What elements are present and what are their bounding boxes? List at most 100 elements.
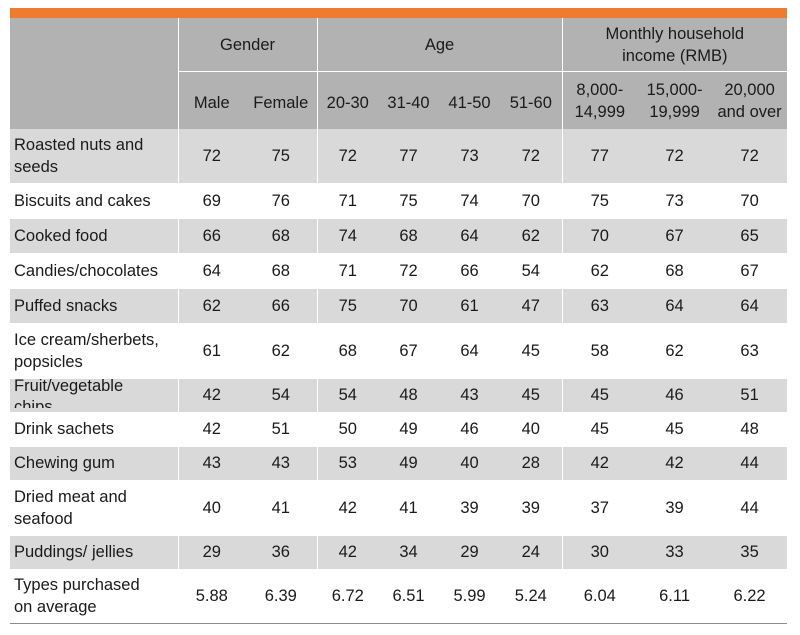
cell-value: 58 <box>562 323 638 379</box>
column-header: 20,000 and over <box>712 71 788 129</box>
cell-value: 54 <box>500 253 563 289</box>
table-row: Cooked food 66 68 74 68 64 62 70 67 65 <box>10 218 788 254</box>
column-header: Female <box>245 71 318 129</box>
cell-value: 6.04 <box>562 569 638 624</box>
cell-value: 77 <box>378 129 440 184</box>
cell-value: 67 <box>712 253 788 289</box>
table-row: Biscuits and cakes 69 76 71 75 74 70 75 73 70 <box>10 183 788 219</box>
cell-value: 76 <box>245 183 318 219</box>
table-row: Roasted nuts and seeds 72 75 72 77 73 72 77 72 72 <box>10 129 788 184</box>
cell-value: 5.99 <box>439 569 501 624</box>
cell-value: 34 <box>378 535 440 570</box>
cell-value: 54 <box>245 378 318 413</box>
cell-value: 61 <box>439 288 501 324</box>
column-header: 15,000- 19,999 <box>637 71 713 129</box>
row-label: Biscuits and cakes <box>10 183 179 219</box>
row-label: Puddings/ jellies <box>10 535 179 570</box>
cell-value: 72 <box>637 129 713 184</box>
cell-value: 63 <box>562 288 638 324</box>
cell-value: 70 <box>500 183 563 219</box>
row-label: Roasted nuts and seeds <box>10 129 179 184</box>
cell-value: 72 <box>317 129 379 184</box>
row-label: Ice cream/sherbets, popsicles <box>10 323 179 379</box>
row-label: Candies/chocolates <box>10 253 179 289</box>
cell-value: 35 <box>712 535 788 570</box>
cell-value: 77 <box>562 129 638 184</box>
row-label: Fruit/vegetable chips <box>10 378 179 413</box>
row-label: Cooked food <box>10 218 179 254</box>
cell-value: 64 <box>178 253 245 289</box>
cell-value: 75 <box>317 288 379 324</box>
cell-value: 45 <box>637 412 713 447</box>
cell-value: 70 <box>712 183 788 219</box>
cell-value: 49 <box>378 446 440 481</box>
cell-value: 70 <box>562 218 638 254</box>
header-income-text: Monthly household income (RMB) <box>605 24 745 65</box>
cell-value: 46 <box>637 378 713 413</box>
cell-value: 75 <box>378 183 440 219</box>
cell-value: 69 <box>178 183 245 219</box>
column-header: 20-30 <box>316 71 379 129</box>
cell-value: 72 <box>378 253 440 289</box>
table-row: Ice cream/sherbets, popsicles 61 62 68 67 64 45… <box>10 323 788 379</box>
column-header: Male <box>178 71 245 129</box>
cell-value: 51 <box>712 378 788 413</box>
cell-value: 6.39 <box>245 569 318 624</box>
cell-value: 64 <box>439 323 501 379</box>
cell-value: 43 <box>178 446 245 481</box>
header-age: Age <box>316 18 563 72</box>
cell-value: 74 <box>439 183 501 219</box>
cell-value: 45 <box>562 378 638 413</box>
cell-value: 66 <box>245 288 318 324</box>
cell-value: 29 <box>178 535 245 570</box>
row-label: Types purchased on average <box>10 569 179 624</box>
cell-value: 37 <box>562 480 638 536</box>
cell-value: 64 <box>712 288 788 324</box>
cell-value: 67 <box>378 323 440 379</box>
cell-value: 73 <box>637 183 713 219</box>
cell-value: 48 <box>712 412 788 447</box>
cell-value: 6.11 <box>637 569 713 624</box>
cell-value: 45 <box>500 323 563 379</box>
cell-value: 24 <box>500 535 563 570</box>
cell-value: 39 <box>637 480 713 536</box>
cell-value: 47 <box>500 288 563 324</box>
cell-value: 66 <box>439 253 501 289</box>
cell-value: 42 <box>317 535 379 570</box>
cell-value: 46 <box>439 412 501 447</box>
cell-value: 68 <box>245 218 318 254</box>
cell-value: 68 <box>378 218 440 254</box>
cell-value: 62 <box>562 253 638 289</box>
column-header: 31-40 <box>378 71 440 129</box>
cell-value: 6.51 <box>378 569 440 624</box>
cell-value: 42 <box>178 378 245 413</box>
header-gender: Gender <box>177 18 318 72</box>
row-label: Drink sachets <box>10 412 179 447</box>
cell-value: 5.88 <box>178 569 245 624</box>
cell-value: 62 <box>178 288 245 324</box>
top-accent-bar <box>10 8 787 18</box>
cell-value: 65 <box>712 218 788 254</box>
cell-value: 74 <box>317 218 379 254</box>
cell-value: 71 <box>317 183 379 219</box>
column-header: 51-60 <box>500 71 563 129</box>
row-label: Puffed snacks <box>10 288 179 324</box>
cell-value: 62 <box>637 323 713 379</box>
cell-value: 41 <box>245 480 318 536</box>
cell-value: 5.24 <box>500 569 563 624</box>
cell-value: 42 <box>637 446 713 481</box>
cell-value: 30 <box>562 535 638 570</box>
cell-value: 28 <box>500 446 563 481</box>
header-corner <box>10 18 179 129</box>
cell-value: 40 <box>178 480 245 536</box>
table-row: Puffed snacks 62 66 75 70 61 47 63 64 64 <box>10 288 788 324</box>
cell-value: 53 <box>317 446 379 481</box>
cell-value: 42 <box>562 446 638 481</box>
cell-value: 64 <box>637 288 713 324</box>
cell-value: 36 <box>245 535 318 570</box>
cell-value: 72 <box>178 129 245 184</box>
row-label: Dried meat and seafood <box>10 480 179 536</box>
header-income: Monthly household income (RMB) <box>561 18 788 72</box>
table-row: Puddings/ jellies 29 36 42 34 29 24 30 33 35 <box>10 535 788 570</box>
cell-value: 62 <box>500 218 563 254</box>
